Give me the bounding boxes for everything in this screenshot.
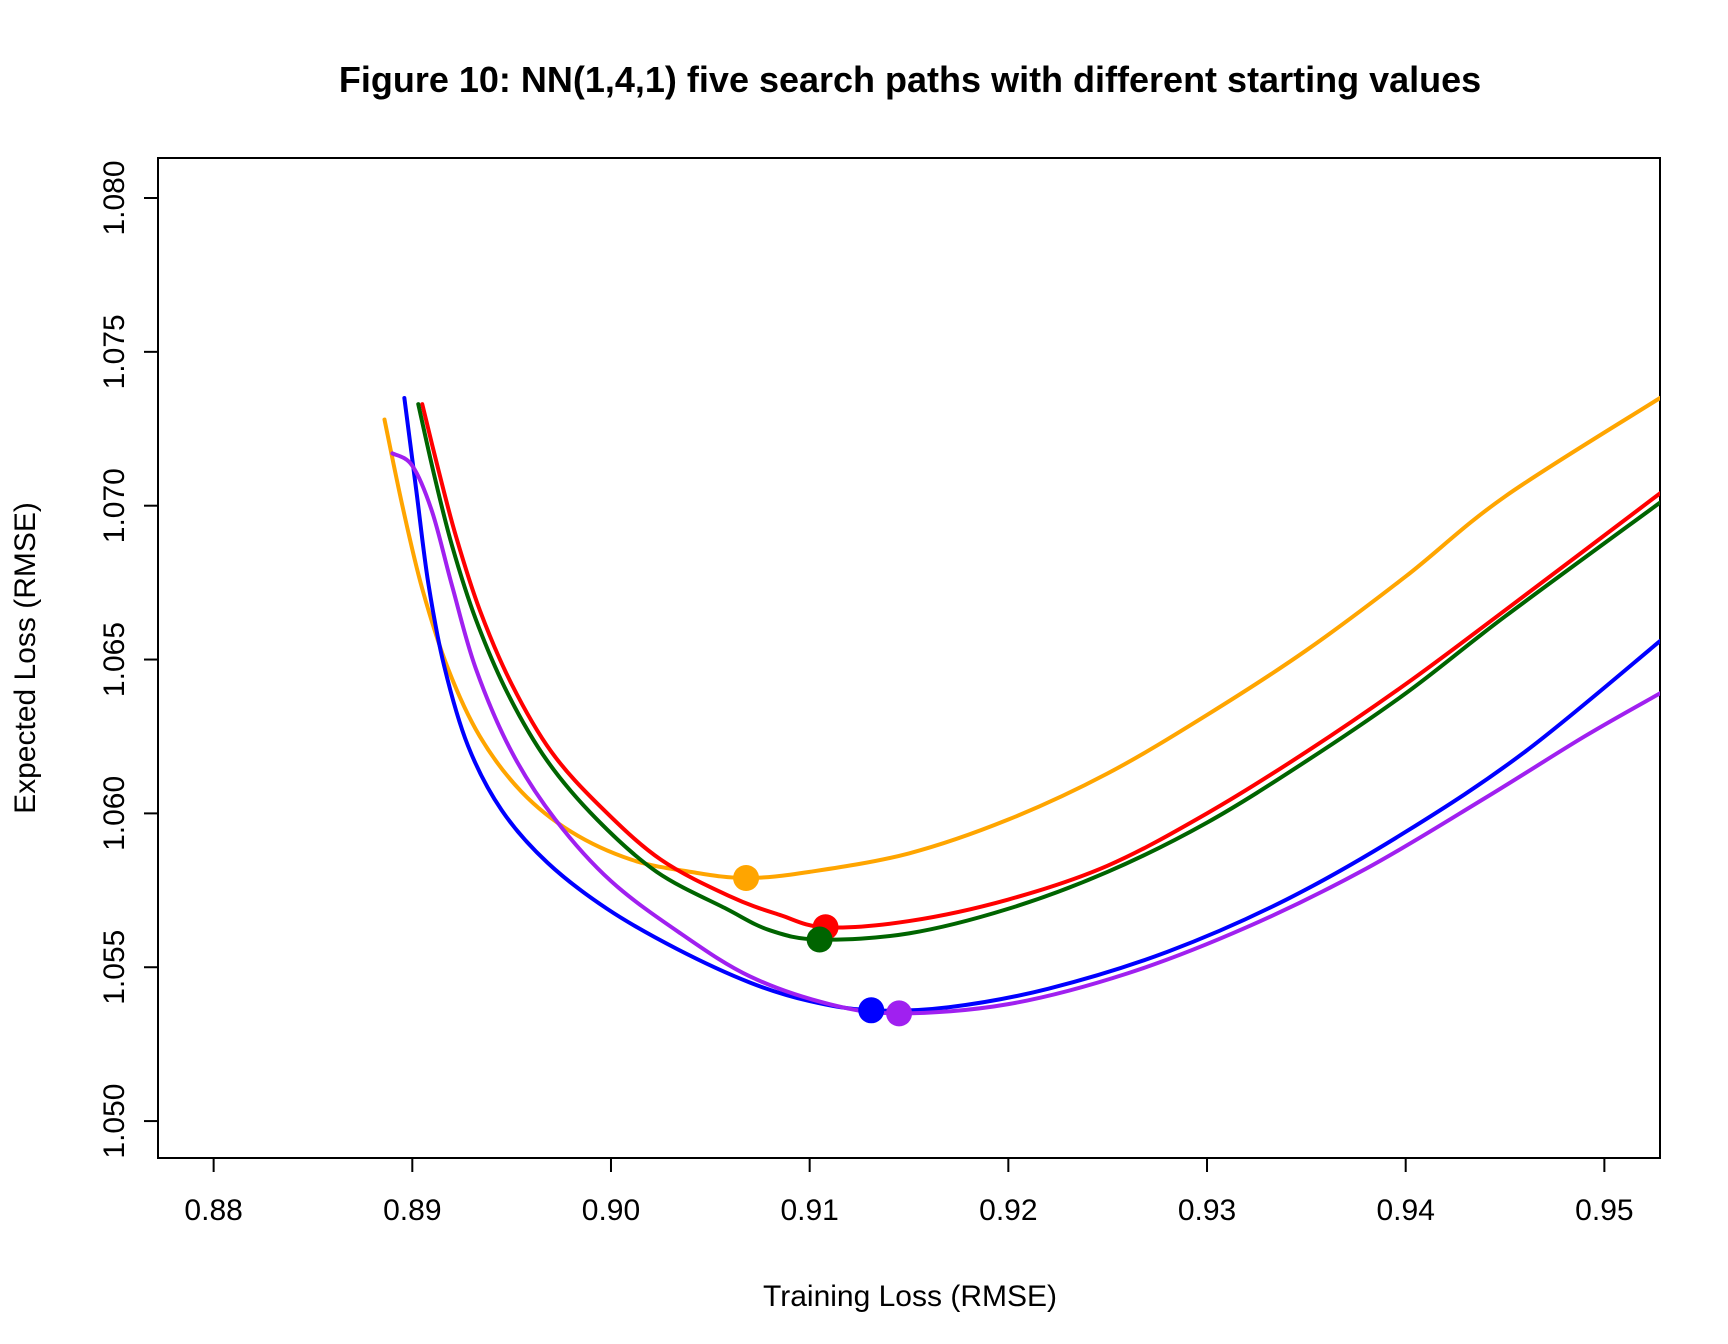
y-tick-label: 1.080 [98, 160, 131, 235]
x-tick-label: 0.89 [383, 1194, 441, 1227]
chart-title: Figure 10: NN(1,4,1) five search paths w… [339, 59, 1481, 100]
x-axis-label: Training Loss (RMSE) [763, 1280, 1057, 1313]
x-tick-label: 0.94 [1376, 1194, 1434, 1227]
y-tick-label: 1.065 [98, 622, 131, 697]
y-tick-label: 1.050 [98, 1084, 131, 1159]
y-tick-label: 1.070 [98, 468, 131, 543]
x-axis: 0.88 0.89 0.90 0.91 0.92 0.93 0.94 0.95 [184, 1157, 1634, 1227]
series-layer [382, 396, 1660, 1016]
optimum-point-1 [733, 865, 760, 891]
series-line-4 [402, 396, 1660, 1013]
x-tick-label: 0.88 [184, 1194, 242, 1227]
y-tick-label: 1.060 [98, 776, 131, 851]
optimum-points-layer [733, 865, 913, 1027]
series-line-3 [416, 402, 1660, 942]
optimum-point-5 [886, 1000, 913, 1027]
x-tick-label: 0.92 [979, 1194, 1037, 1227]
y-axis-label: Expected Loss (RMSE) [9, 502, 42, 814]
optimum-point-4 [858, 997, 885, 1024]
x-tick-label: 0.93 [1178, 1194, 1236, 1227]
y-tick-label: 1.055 [98, 930, 131, 1005]
x-tick-label: 0.91 [780, 1194, 838, 1227]
x-tick-label: 0.90 [582, 1194, 640, 1227]
x-tick-label: 0.95 [1575, 1194, 1633, 1227]
optimum-point-3 [806, 926, 833, 953]
series-line-1 [382, 396, 1660, 880]
series-line-5 [390, 451, 1660, 1016]
y-tick-label: 1.075 [98, 314, 131, 389]
y-axis: 1.050 1.055 1.060 1.065 1.070 1.075 1.080 [98, 160, 159, 1159]
